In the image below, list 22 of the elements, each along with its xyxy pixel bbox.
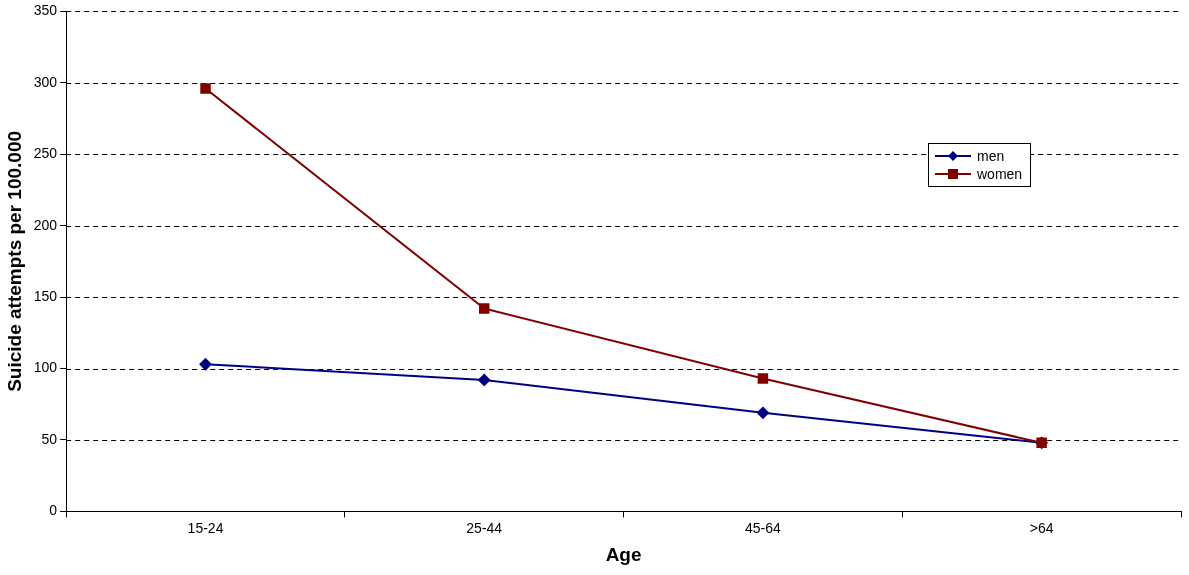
legend-label: women [977, 166, 1023, 182]
x-tick-label: 15-24 [187, 519, 224, 536]
y-tick-label: 200 [33, 216, 58, 233]
point [478, 303, 490, 314]
point [757, 373, 769, 384]
point [478, 373, 491, 386]
x-tick-label: 45-64 [745, 519, 782, 536]
x-axis-title: Age [605, 543, 642, 565]
x-tick-label: 25-44 [466, 519, 503, 536]
point [200, 83, 211, 94]
x-tick-label: >64 [1029, 519, 1054, 536]
y-tick-label: 350 [33, 2, 58, 19]
point [199, 358, 212, 371]
y-tick-label: 150 [33, 287, 58, 304]
y-tick-label: 250 [33, 145, 58, 162]
y-tick-label: 300 [33, 73, 58, 90]
y-axis-title: Suicide attempts per 100.000 [3, 130, 25, 392]
y-tick-label: 0 [49, 502, 58, 519]
legend-label: men [977, 148, 1005, 164]
y-tick-label: 50 [41, 430, 58, 447]
point [756, 406, 769, 419]
y-tick-label: 100 [33, 359, 58, 376]
